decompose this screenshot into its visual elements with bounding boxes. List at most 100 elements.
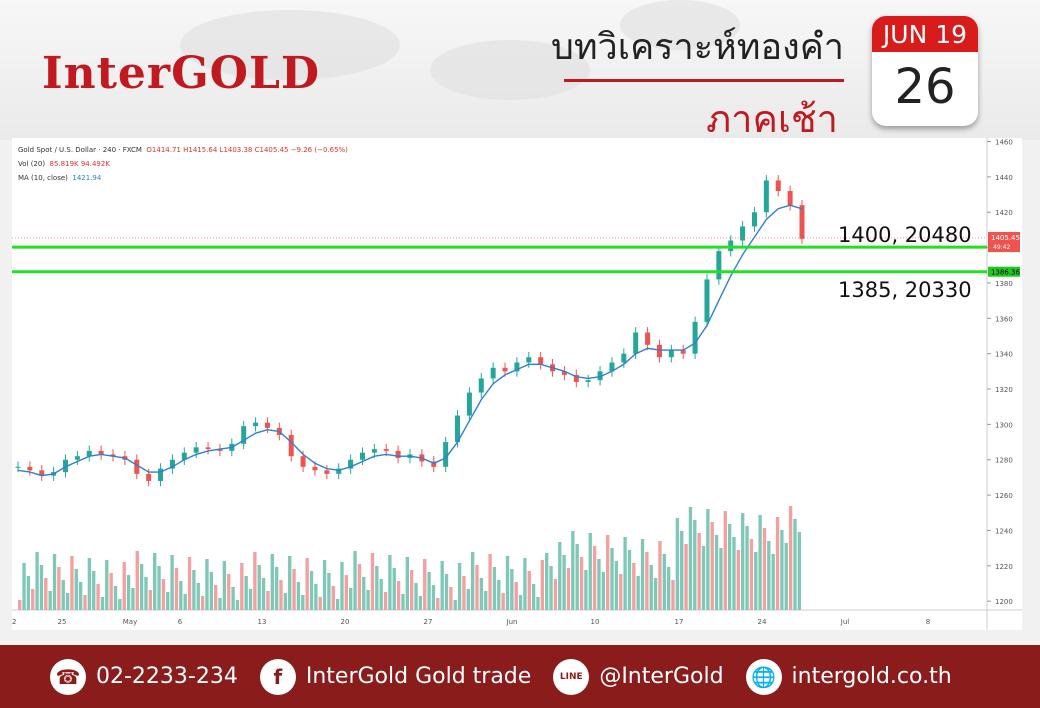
x-tick-label: 17 [675, 618, 684, 626]
volume-bar [57, 567, 61, 610]
candle-body [585, 380, 591, 382]
x-tick-label: 6 [178, 618, 183, 626]
volume-bar [222, 561, 227, 610]
y-tick-label: 1460 [995, 139, 1013, 147]
volume-bar [588, 533, 592, 610]
last-price-countdown: 49:42 [993, 244, 1010, 251]
y-tick-label: 1280 [995, 457, 1013, 465]
volume-bar [653, 578, 658, 610]
volume-bar [571, 531, 575, 610]
volume-bar [453, 600, 457, 610]
volume-bar [436, 598, 440, 610]
volume-bar [296, 582, 301, 610]
volume-bar [706, 509, 710, 610]
y-tick-label: 1360 [995, 315, 1013, 323]
volume-bar [754, 552, 758, 610]
candle-body [538, 357, 544, 365]
volume-bar [288, 556, 292, 610]
candle-body [158, 468, 164, 481]
footer-website[interactable]: 🌐 intergold.co.th [745, 658, 952, 695]
volume-bar [732, 537, 736, 610]
candle-body [324, 470, 330, 474]
volume-bar [105, 560, 109, 610]
volume-bar [200, 596, 205, 610]
volume-bar [375, 566, 379, 610]
volume-bar [627, 550, 632, 610]
footer-line[interactable]: LINE @InterGold [553, 658, 724, 695]
candle-body [146, 473, 152, 481]
volume-bar [392, 568, 396, 610]
volume-bar [710, 522, 714, 610]
volume-bar [671, 580, 675, 610]
legend-ma: MA (10, close) 1421.94 [18, 174, 101, 182]
volume-bar [540, 560, 545, 610]
candle-body [692, 321, 698, 354]
volume-bar [331, 586, 335, 610]
candle-body [490, 367, 496, 379]
candle-body [704, 279, 710, 322]
volume-bar [187, 557, 192, 610]
volume-bar [126, 575, 131, 610]
candle-body [573, 374, 579, 382]
level-tag-label: 1386.36 [991, 269, 1020, 277]
candle-body [205, 447, 211, 450]
volume-bar [510, 569, 514, 610]
candle-body [763, 180, 769, 213]
candle-body [395, 450, 401, 458]
volume-bar [157, 566, 161, 610]
volume-bar [470, 552, 475, 610]
candle-body [110, 454, 116, 457]
volume-bar [606, 535, 610, 610]
candle-body [193, 447, 199, 453]
candle-body [15, 466, 21, 468]
volume-bar [52, 554, 57, 610]
y-tick-label: 1300 [995, 421, 1013, 429]
calendar-month: JUN 19 [872, 16, 978, 52]
volume-bar [87, 558, 92, 610]
volume-bar [74, 569, 78, 610]
candle-body [621, 353, 627, 363]
volume-bar [78, 582, 83, 610]
volume-bar [675, 518, 680, 610]
volume-bar [131, 588, 135, 610]
volume-bar [775, 517, 780, 610]
volume-bar [383, 592, 388, 610]
volume-bar [614, 561, 619, 610]
volume-bar [640, 539, 645, 610]
volume-bar [240, 563, 244, 610]
volume-bar [279, 580, 283, 610]
volume-bar [784, 543, 788, 610]
candle-body [312, 466, 318, 471]
x-tick-label: 25 [58, 618, 67, 626]
volume-bar [248, 589, 253, 610]
candle-body [680, 350, 686, 354]
volume-bar [457, 563, 462, 610]
volume-bar [484, 591, 488, 610]
volume-bar [584, 570, 588, 610]
last-price-tag [988, 231, 1020, 252]
volume-bar [488, 554, 492, 610]
volume-bar [797, 532, 801, 610]
volume-bar [183, 594, 187, 610]
candle-body [656, 344, 662, 358]
volume-bar [340, 562, 344, 610]
x-tick-label: 10 [591, 618, 600, 626]
footer-facebook[interactable]: f InterGold Gold trade [259, 658, 531, 695]
phone-icon: ☎ [50, 658, 86, 695]
volume-bar [135, 551, 139, 610]
price-chart[interactable]: 1200122012401260128013001320134013601380… [12, 138, 1022, 630]
volume-bar [192, 570, 196, 610]
volume-bar [610, 548, 614, 610]
volume-bar [723, 511, 727, 610]
candle-body [775, 180, 781, 192]
volume-bar [767, 541, 771, 610]
x-tick-label: May [123, 618, 137, 626]
volume-bar [318, 597, 322, 610]
volume-bar [292, 569, 296, 610]
candle-body [609, 362, 615, 372]
candle-body [514, 362, 520, 372]
volume-bar [31, 589, 35, 610]
footer-phone[interactable]: ☎ 02-2233-234 [50, 658, 238, 695]
volume-bar [793, 519, 797, 610]
title-line2: ภาคเช้า [706, 97, 838, 141]
